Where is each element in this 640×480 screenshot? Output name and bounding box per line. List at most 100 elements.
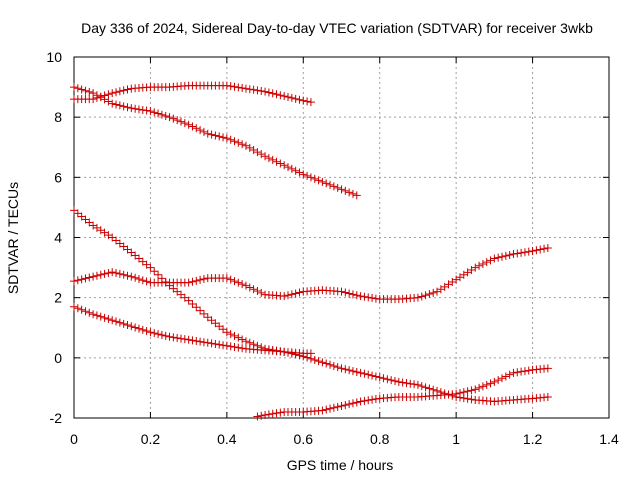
data-point — [219, 133, 228, 142]
data-point — [303, 97, 312, 106]
x-tick-label: 1.4 — [599, 431, 619, 447]
data-point — [89, 89, 98, 98]
data-point — [291, 94, 300, 103]
data-point — [509, 250, 518, 259]
x-tick-labels: 0 0.2 0.4 0.6 0.8 1 1.2 1.4 — [70, 431, 619, 447]
data-point — [134, 105, 143, 114]
data-point — [299, 96, 308, 105]
x-axis-label: GPS time / hours — [287, 457, 394, 473]
data-point — [478, 382, 487, 391]
data-point — [471, 385, 480, 394]
data-point — [257, 288, 266, 297]
y-tick-label: 0 — [54, 350, 62, 366]
data-point — [196, 126, 205, 135]
data-point — [203, 129, 212, 138]
data-point — [490, 377, 499, 386]
data-point — [81, 307, 90, 316]
data-point — [303, 353, 312, 362]
data-point — [226, 135, 235, 144]
data-point — [138, 105, 147, 114]
data-point — [543, 392, 552, 401]
data-point — [333, 363, 342, 372]
data-point — [272, 157, 281, 166]
data-point — [387, 376, 396, 385]
data-point — [112, 317, 121, 326]
data-point — [356, 397, 365, 406]
data-point — [154, 270, 163, 279]
data-point — [276, 408, 285, 417]
data-point — [276, 159, 285, 168]
series-track-f — [253, 364, 552, 421]
y-tick-labels: -2 0 2 4 6 8 10 — [46, 49, 62, 426]
data-point — [134, 275, 143, 284]
data-point — [295, 95, 304, 104]
y-tick-label: 10 — [46, 49, 62, 65]
data-point — [192, 303, 201, 312]
data-point — [222, 328, 231, 337]
data-point — [119, 102, 128, 111]
data-point — [333, 183, 342, 192]
data-point — [226, 330, 235, 339]
data-point — [318, 358, 327, 367]
data-point — [238, 140, 247, 149]
data-point — [70, 277, 78, 286]
data-point — [280, 92, 289, 101]
data-point — [234, 278, 243, 287]
data-point — [104, 268, 113, 277]
data-point — [322, 359, 331, 368]
data-point — [520, 367, 529, 376]
data-point — [368, 371, 377, 380]
series-track-d — [70, 244, 552, 304]
data-point — [524, 247, 533, 256]
data-point — [154, 330, 163, 339]
data-point — [425, 290, 434, 299]
data-point — [494, 253, 503, 262]
data-point — [150, 267, 159, 276]
data-point — [268, 409, 277, 418]
data-point — [498, 374, 506, 383]
data-point — [142, 277, 151, 286]
data-point — [81, 86, 90, 95]
data-point — [402, 379, 411, 388]
data-point — [238, 344, 247, 353]
data-point — [371, 372, 380, 381]
data-point — [318, 406, 327, 415]
data-point — [241, 84, 250, 93]
data-point — [188, 336, 197, 345]
data-point — [364, 293, 373, 302]
data-point — [517, 367, 526, 376]
data-point — [329, 403, 338, 412]
data-point — [280, 292, 289, 301]
data-point — [295, 351, 304, 360]
data-point — [249, 145, 258, 154]
data-point — [119, 319, 128, 328]
data-point — [123, 321, 132, 330]
data-point — [383, 375, 392, 384]
data-point — [341, 401, 350, 410]
data-point — [360, 369, 369, 378]
data-point — [85, 87, 94, 96]
y-tick-label: 2 — [54, 290, 62, 306]
data-point — [241, 281, 250, 290]
data-point — [513, 368, 522, 377]
data-point — [348, 189, 357, 198]
data-point — [540, 244, 549, 253]
data-point — [92, 271, 101, 280]
data-point — [398, 378, 407, 387]
data-point — [199, 127, 208, 136]
data-point — [417, 382, 426, 391]
data-point — [280, 161, 289, 170]
data-point — [199, 275, 208, 284]
data-point — [234, 83, 243, 92]
data-point — [429, 288, 438, 297]
data-point — [238, 335, 247, 344]
data-point — [92, 311, 101, 320]
data-point — [230, 137, 239, 146]
data-point — [371, 294, 380, 303]
data-point — [123, 85, 132, 94]
data-point — [337, 364, 346, 373]
data-point — [257, 411, 266, 420]
data-point — [306, 354, 315, 363]
data-point — [85, 273, 94, 282]
data-point — [127, 272, 136, 281]
